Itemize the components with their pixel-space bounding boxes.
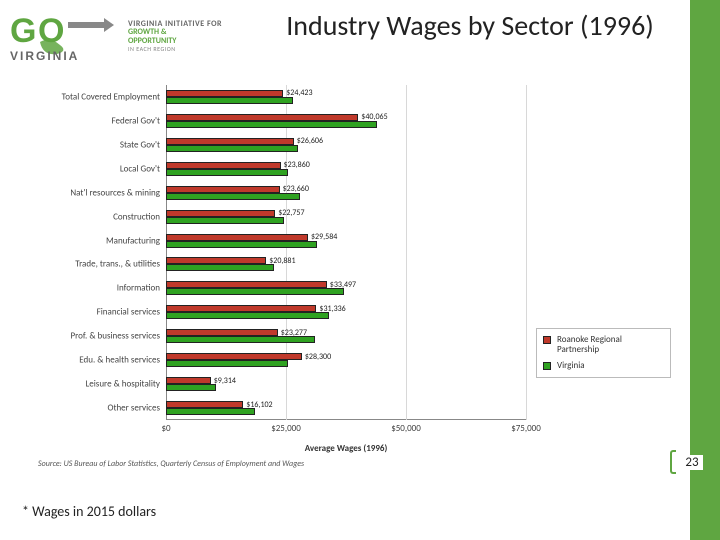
- bar-virginia: [166, 217, 284, 224]
- bar-virginia: [166, 408, 255, 415]
- gridline: [526, 85, 527, 420]
- bar-virginia: [166, 241, 317, 248]
- category-label: Federal Gov't: [111, 115, 160, 126]
- bar-virginia: [166, 384, 216, 391]
- legend-item: Roanoke Regional Partnership: [543, 335, 664, 355]
- bar-roanoke: [166, 329, 278, 336]
- bar-roanoke: [166, 281, 327, 288]
- category-label: Local Gov't: [120, 163, 160, 174]
- bar-virginia: [166, 97, 293, 104]
- go-virginia-logo: G O VIRGINIA: [10, 8, 120, 64]
- bar-value-label: $24,423: [286, 88, 312, 98]
- slide: G O VIRGINIA VIRGINIA INITIATIVE FOR GRO…: [0, 0, 720, 540]
- bar-value-label: $40,065: [361, 112, 387, 122]
- bar-value-label: $9,314: [214, 376, 236, 386]
- category-label: Prof. & business services: [71, 331, 161, 342]
- category-label: Edu. & health services: [79, 355, 160, 366]
- x-tick-label: $25,000: [271, 423, 301, 434]
- category-label: Construction: [113, 211, 160, 222]
- bar-roanoke: [166, 114, 358, 121]
- bar-virginia: [166, 193, 300, 200]
- bar-virginia: [166, 121, 377, 128]
- page-title: Industry Wages by Sector (1996): [280, 8, 660, 43]
- svg-text:VIRGINIA: VIRGINIA: [10, 49, 79, 63]
- bar-value-label: $16,102: [246, 400, 272, 410]
- plot-border: [166, 85, 526, 420]
- tagline-line3: IN EACH REGION: [128, 46, 222, 53]
- bar-roanoke: [166, 401, 243, 408]
- bar-virginia: [166, 169, 288, 176]
- bar-roanoke: [166, 90, 283, 97]
- bar-value-label: $22,757: [278, 208, 304, 218]
- gridline: [286, 85, 287, 420]
- bar-value-label: $31,336: [319, 304, 345, 314]
- legend-swatch-icon: [543, 362, 551, 370]
- chart-source: Source: US Bureau of Labor Statistics, Q…: [38, 459, 304, 469]
- bracket-left-icon: [670, 450, 676, 474]
- category-label: Information: [117, 283, 160, 294]
- footnote: * Wages in 2015 dollars: [22, 503, 156, 520]
- bar-roanoke: [166, 257, 266, 264]
- bar-value-label: $23,277: [281, 328, 307, 338]
- logo: G O VIRGINIA VIRGINIA INITIATIVE FOR GRO…: [10, 8, 222, 64]
- bar-value-label: $23,860: [284, 160, 310, 170]
- bar-virginia: [166, 312, 329, 319]
- bar-virginia: [166, 145, 298, 152]
- category-label: Other services: [107, 403, 160, 414]
- plot-area: $24,423 $40,065 $26,606 $23,860 $23,660 $22,7…: [166, 85, 526, 420]
- bar-roanoke: [166, 377, 211, 384]
- category-label: State Gov't: [120, 139, 160, 150]
- legend-label: Virginia: [557, 361, 585, 371]
- bar-value-label: $29,584: [311, 232, 337, 242]
- bar-roanoke: [166, 353, 302, 360]
- page-number: 23: [681, 455, 702, 470]
- legend-item: Virginia: [543, 361, 664, 371]
- bar-virginia: [166, 288, 344, 295]
- category-label: Trade, trans., & utilities: [75, 259, 160, 270]
- x-tick-label: $75,000: [511, 423, 541, 434]
- bar-value-label: $23,660: [283, 184, 309, 194]
- bar-value-label: $28,300: [305, 352, 331, 362]
- bar-roanoke: [166, 234, 308, 241]
- chart-legend: Roanoke Regional Partnership Virginia: [536, 328, 671, 378]
- x-tick-label: $0: [161, 423, 170, 434]
- category-label: Nat'l resources & mining: [70, 187, 160, 198]
- wages-chart: Total Covered Employment Federal Gov't Sta…: [38, 85, 678, 480]
- bar-roanoke: [166, 162, 281, 169]
- bar-roanoke: [166, 305, 316, 312]
- bar-value-label: $26,606: [297, 136, 323, 146]
- x-tick-label: $50,000: [391, 423, 421, 434]
- page-number-box: 23: [670, 450, 714, 474]
- category-label: Total Covered Employment: [62, 91, 160, 102]
- bracket-right-icon: [708, 450, 714, 474]
- bar-virginia: [166, 360, 288, 367]
- logo-tagline: VIRGINIA INITIATIVE FOR GROWTH & OPPORTU…: [128, 20, 222, 53]
- category-label: Financial services: [97, 307, 160, 318]
- bar-value-label: $33,497: [330, 280, 356, 290]
- bar-virginia: [166, 264, 274, 271]
- category-label: Leisure & hospitality: [85, 379, 160, 390]
- gridline: [406, 85, 407, 420]
- bar-value-label: $20,881: [269, 256, 295, 266]
- legend-label: Roanoke Regional Partnership: [557, 335, 664, 355]
- svg-text:G: G: [10, 12, 36, 50]
- bar-roanoke: [166, 186, 280, 193]
- bar-roanoke: [166, 210, 275, 217]
- category-label: Manufacturing: [106, 235, 160, 246]
- x-axis-title: Average Wages (1996): [166, 443, 526, 454]
- bar-roanoke: [166, 138, 294, 145]
- legend-swatch-icon: [543, 336, 551, 344]
